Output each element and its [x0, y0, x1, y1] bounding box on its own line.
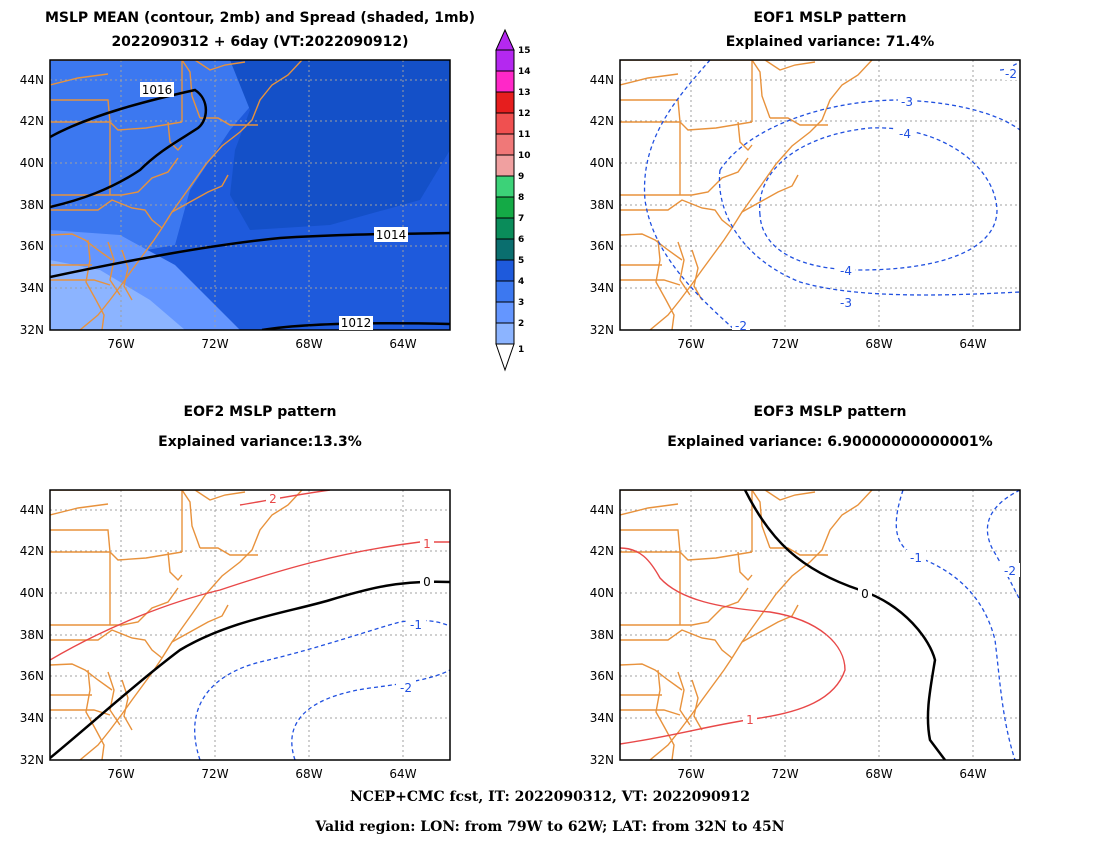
- lon-tick-label: 72W: [201, 337, 228, 351]
- colorbar-label: 10: [518, 151, 531, 161]
- panel3-title-line2: Explained variance:13.3%: [158, 434, 362, 450]
- lat-tick-label: 38N: [590, 198, 614, 212]
- eof2-contour-label: 0: [423, 575, 431, 589]
- colorbar-label: 11: [518, 130, 531, 140]
- panel2-title-line1: EOF1 MSLP pattern: [753, 10, 907, 26]
- lon-tick-label: 68W: [295, 337, 322, 351]
- eof3-contour-label: -1: [910, 551, 922, 565]
- eof1-contour-label: -2: [1005, 67, 1017, 81]
- lat-tick-label: 44N: [20, 73, 44, 87]
- lon-tick-label: 68W: [295, 767, 322, 781]
- eof1-contour-label: -2: [735, 319, 747, 333]
- lat-tick-label: 42N: [20, 544, 44, 558]
- lat-tick-label: 42N: [590, 544, 614, 558]
- lat-tick-label: 32N: [20, 753, 44, 767]
- colorbar-label: 3: [518, 298, 524, 308]
- contour-label-1014: 1014: [376, 228, 407, 242]
- colorbar: 15 14 13 12 11 10 9 8 7 6 5 4 3 2 1: [495, 28, 531, 372]
- eof1-contour-label: -4: [840, 264, 852, 278]
- colorbar-label: 8: [518, 193, 524, 203]
- colorbar-label: 5: [518, 256, 524, 266]
- eof3-contour-label: -2: [1004, 564, 1016, 578]
- lat-tick-label: 36N: [590, 239, 614, 253]
- contour-label-1016: 1016: [142, 83, 173, 97]
- lon-tick-label: 76W: [677, 337, 704, 351]
- lat-tick-label: 36N: [20, 669, 44, 683]
- lat-tick-label: 32N: [590, 753, 614, 767]
- lat-tick-label: 40N: [590, 586, 614, 600]
- footer-forecast-info: NCEP+CMC fcst, IT: 2022090312, VT: 20220…: [349, 789, 751, 805]
- lat-tick-label: 34N: [20, 711, 44, 725]
- lon-tick-label: 76W: [107, 337, 134, 351]
- eof2-contour-label: 2: [269, 492, 277, 506]
- lon-tick-label: 72W: [771, 337, 798, 351]
- lat-tick-label: 44N: [590, 503, 614, 517]
- eof1-contour-label: -3: [901, 95, 913, 109]
- panel2-map: [620, 60, 1020, 330]
- panel3-title-line1: EOF2 MSLP pattern: [183, 404, 337, 420]
- lat-tick-label: 40N: [20, 156, 44, 170]
- colorbar-label: 14: [518, 67, 531, 77]
- lat-tick-label: 38N: [590, 628, 614, 642]
- contour-label-1012: 1012: [341, 316, 372, 330]
- eof3-contour-label: 1: [746, 713, 754, 727]
- panel4-map: [620, 490, 1020, 760]
- lat-tick-label: 34N: [20, 281, 44, 295]
- lon-tick-label: 72W: [201, 767, 228, 781]
- lat-tick-label: 32N: [590, 323, 614, 337]
- colorbar-label: 9: [518, 172, 524, 182]
- lat-tick-label: 36N: [20, 239, 44, 253]
- lat-tick-label: 36N: [590, 669, 614, 683]
- colorbar-label: 4: [518, 277, 524, 287]
- colorbar-label: 2: [518, 319, 524, 329]
- panel4-title-line2: Explained variance: 6.90000000000001%: [667, 434, 993, 450]
- lat-tick-label: 34N: [590, 711, 614, 725]
- lat-tick-label: 40N: [590, 156, 614, 170]
- footer-valid-region: Valid region: LON: from 79W to 62W; LAT:…: [315, 819, 785, 835]
- lat-tick-label: 38N: [20, 198, 44, 212]
- axis-labels: 32N 34N 36N 38N 40N 42N 44N 76W 72W 68W …: [20, 73, 987, 781]
- panel4-title-line1: EOF3 MSLP pattern: [753, 404, 907, 420]
- lon-tick-label: 64W: [959, 337, 986, 351]
- lon-tick-label: 64W: [959, 767, 986, 781]
- eof2-contour-label: 1: [423, 537, 431, 551]
- lat-tick-label: 40N: [20, 586, 44, 600]
- eof2-contour-label: -2: [400, 681, 412, 695]
- lat-tick-label: 32N: [20, 323, 44, 337]
- eof1-contour-label: -4: [899, 127, 911, 141]
- eof2-contour-label: -1: [410, 618, 422, 632]
- lon-tick-label: 76W: [107, 767, 134, 781]
- panel1-title-line1: MSLP MEAN (contour, 2mb) and Spread (sha…: [45, 10, 475, 26]
- colorbar-label: 15: [518, 46, 531, 56]
- lon-tick-label: 68W: [865, 337, 892, 351]
- panel3-map: [50, 490, 450, 760]
- lon-tick-label: 64W: [389, 337, 416, 351]
- lat-tick-label: 44N: [590, 73, 614, 87]
- panel2-title-line2: Explained variance: 71.4%: [725, 34, 935, 50]
- colorbar-label: 12: [518, 109, 531, 119]
- lat-tick-label: 44N: [20, 503, 44, 517]
- lon-tick-label: 72W: [771, 767, 798, 781]
- eof1-contour-label: -3: [840, 296, 852, 310]
- panel1-title-line2: 2022090312 + 6day (VT:2022090912): [111, 34, 409, 50]
- lat-tick-label: 34N: [590, 281, 614, 295]
- eof3-contour-label: 0: [861, 587, 869, 601]
- lat-tick-label: 42N: [590, 114, 614, 128]
- colorbar-label: 1: [518, 345, 524, 355]
- lon-tick-label: 76W: [677, 767, 704, 781]
- colorbar-label: 6: [518, 235, 524, 245]
- colorbar-label: 7: [518, 214, 524, 224]
- panel1-map: [50, 60, 450, 330]
- lon-tick-label: 64W: [389, 767, 416, 781]
- lat-tick-label: 38N: [20, 628, 44, 642]
- colorbar-label: 13: [518, 88, 531, 98]
- lat-tick-label: 42N: [20, 114, 44, 128]
- lon-tick-label: 68W: [865, 767, 892, 781]
